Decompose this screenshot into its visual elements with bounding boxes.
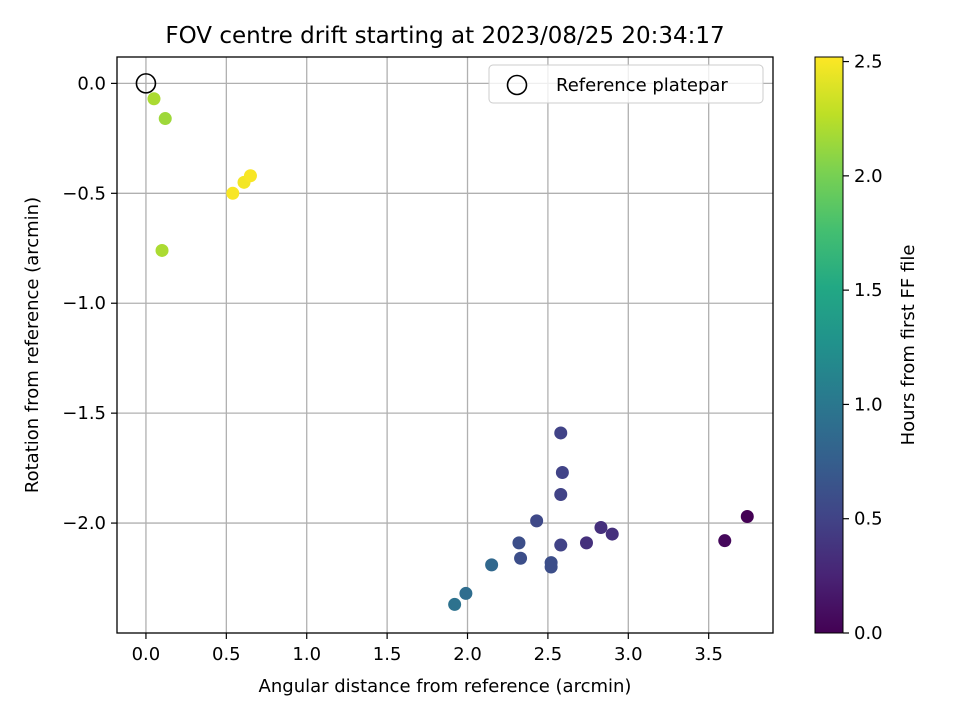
y-tick-label: 0.0: [77, 73, 106, 94]
legend-reference-label: Reference platepar: [556, 75, 728, 96]
scatter-point: [459, 586, 473, 600]
x-tick-label: 1.0: [292, 644, 321, 665]
colorbar-tick-label: 0.5: [854, 509, 883, 530]
colorbar: 0.0 0.5 1.0 1.5 2.0 2.5 Hours from first FF f…: [814, 52, 919, 644]
y-axis-ticks: 0.0 −0.5 −1.0 −1.5 −2.0: [62, 73, 117, 534]
scatter-point: [448, 597, 462, 611]
scatter-point: [155, 243, 169, 257]
colorbar-tick-label: 2.0: [854, 166, 883, 187]
scatter-point: [544, 560, 558, 574]
colorbar-tick-label: 0.0: [854, 623, 883, 644]
x-axis-ticks: 0.0 0.5 1.0 1.5 2.0 2.5 3.0 3.5: [132, 633, 723, 665]
colorbar-label: Hours from first FF file: [898, 245, 919, 446]
x-tick-label: 3.5: [694, 644, 723, 665]
colorbar-ticks: 0.0 0.5 1.0 1.5 2.0 2.5: [843, 52, 883, 644]
colorbar-tick-label: 2.5: [854, 52, 883, 73]
scatter-point: [514, 551, 528, 565]
y-tick-label: −1.5: [62, 403, 106, 424]
x-tick-label: 0.5: [212, 644, 241, 665]
scatter-point: [579, 536, 593, 550]
x-axis-label: Angular distance from reference (arcmin): [259, 676, 632, 697]
scatter-point: [740, 509, 754, 523]
scatter-point: [554, 487, 568, 501]
scatter-point: [554, 538, 568, 552]
x-tick-label: 2.0: [453, 644, 482, 665]
y-tick-label: −1.0: [62, 293, 106, 314]
y-tick-label: −0.5: [62, 183, 106, 204]
y-axis-label: Rotation from reference (arcmin): [22, 197, 43, 493]
scatter-point: [158, 112, 172, 126]
grid-lines: [117, 57, 773, 633]
x-tick-label: 0.0: [132, 644, 161, 665]
y-tick-label: −2.0: [62, 513, 106, 534]
colorbar-gradient: [814, 56, 844, 634]
scatter-point: [718, 534, 732, 548]
legend-box: [488, 64, 764, 104]
scatter-points: [135, 73, 754, 611]
scatter-point: [555, 466, 569, 480]
scatter-point: [605, 527, 619, 541]
chart-title: FOV centre drift starting at 2023/08/25 …: [165, 23, 724, 49]
scatter-point: [554, 426, 568, 440]
scatter-point: [226, 186, 240, 200]
scatter-point: [243, 169, 257, 183]
scatter-point: [530, 514, 544, 528]
colorbar-tick-label: 1.0: [854, 394, 883, 415]
scatter-point: [147, 92, 161, 106]
legend: Reference platepar: [488, 64, 764, 104]
x-tick-label: 3.0: [614, 644, 643, 665]
plot-frame: [116, 56, 774, 634]
reference-point-marker: [135, 73, 157, 94]
legend-reference-marker: [506, 74, 528, 96]
x-tick-label: 1.5: [373, 644, 402, 665]
scatter-point: [594, 520, 608, 534]
x-tick-label: 2.5: [534, 644, 563, 665]
colorbar-tick-label: 1.5: [854, 280, 883, 301]
scatter-point: [512, 536, 526, 550]
scatter-point: [485, 558, 499, 572]
